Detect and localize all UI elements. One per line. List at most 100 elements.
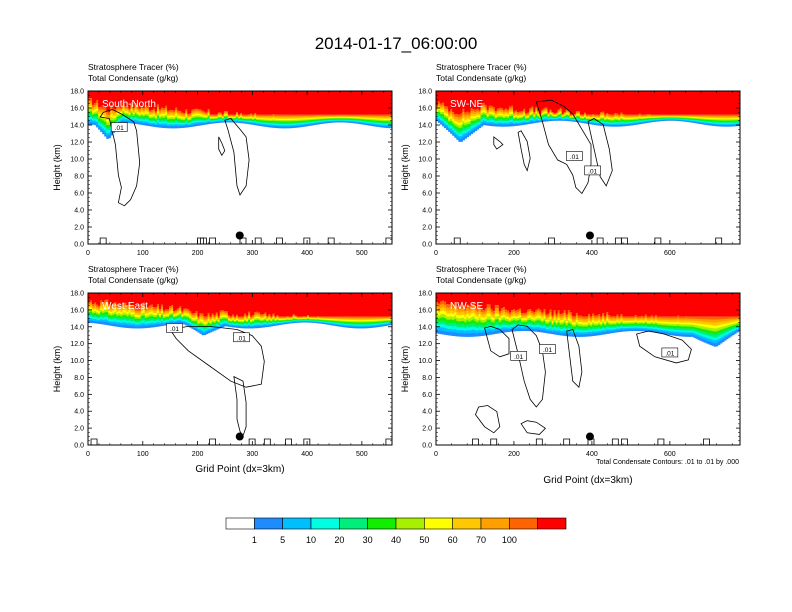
tracer-cell: [140, 120, 144, 124]
tracer-cell: [719, 120, 723, 123]
tracer-cell: [523, 116, 526, 119]
tracer-cell: [685, 119, 688, 121]
tracer-cell: [90, 98, 93, 102]
tracer-cell: [258, 124, 261, 126]
tracer-cell: [203, 323, 207, 327]
tracer-cell: [502, 91, 506, 110]
tracer-cell: [656, 117, 660, 119]
tracer-cell: [488, 119, 492, 122]
tracer-cell: [567, 114, 571, 117]
tracer-cell: [500, 124, 504, 127]
tracer-cell: [229, 115, 233, 117]
tracer-cell: [317, 317, 320, 319]
tracer-cell: [673, 117, 676, 118]
tracer-cell: [219, 320, 223, 323]
tracer-cell: [88, 114, 91, 118]
tracer-cell: [333, 318, 336, 320]
tracer-cell: [590, 115, 593, 118]
tracer-cell: [519, 119, 522, 122]
tracer-cell: [142, 293, 146, 303]
tracer-cell: [606, 114, 609, 117]
tracer-cell: [521, 116, 524, 119]
condensate-contour: [493, 136, 504, 150]
tracer-cell: [189, 119, 192, 122]
tracer-cell: [685, 115, 688, 117]
tracer-cell: [134, 113, 138, 116]
tracer-cell: [529, 112, 532, 115]
tracer-cell: [187, 293, 190, 310]
tracer-cell: [102, 304, 105, 307]
tracer-cell: [237, 322, 241, 324]
tracer-cell: [551, 113, 555, 115]
tracer-cell: [207, 110, 211, 113]
tracer-cell: [604, 120, 607, 122]
tracer-cell: [102, 125, 105, 129]
tracer-cell: [138, 110, 142, 113]
tracer-cell: [569, 116, 573, 118]
tracer-cell: [618, 118, 622, 120]
tracer-cell: [436, 105, 439, 108]
tracer-cell: [521, 117, 524, 120]
tracer-cell: [341, 114, 344, 116]
tracer-cell: [304, 119, 308, 121]
tracer-cell: [448, 127, 451, 130]
tracer-cell: [92, 311, 95, 314]
tracer-cell: [543, 91, 547, 108]
tracer-cell: [120, 116, 124, 119]
tracer-cell: [288, 321, 292, 323]
tracer-cell: [302, 318, 306, 320]
tracer-cell: [256, 324, 259, 327]
tracer-cell: [581, 117, 585, 120]
tracer-cell: [640, 119, 644, 122]
tracer-cell: [183, 123, 186, 125]
tracer-cell: [669, 115, 672, 117]
tracer-cell: [314, 319, 318, 321]
tracer-cell: [201, 91, 205, 111]
tracer-cell: [286, 126, 290, 129]
tracer-cell: [240, 293, 243, 317]
tracer-cell: [650, 121, 654, 123]
tracer-cell: [136, 322, 140, 325]
tracer-cell: [152, 324, 156, 328]
tracer-cell: [515, 123, 518, 126]
tracer-cell: [244, 316, 247, 319]
tracer-cell: [171, 117, 174, 120]
tracer-cell: [389, 116, 392, 118]
tracer-cell: [262, 117, 265, 119]
tracer-cell: [106, 135, 109, 139]
tracer-cell: [308, 318, 312, 320]
tracer-cell: [440, 107, 443, 111]
tracer-cell: [173, 319, 176, 322]
tracer-cell: [628, 120, 632, 122]
tracer-cell: [630, 119, 634, 122]
tracer-cell: [685, 120, 688, 122]
tracer-cell: [371, 118, 375, 120]
tracer-cell: [252, 119, 255, 121]
tracer-cell: [709, 118, 713, 121]
tracer-cell: [146, 321, 150, 324]
tracer-cell: [504, 112, 508, 115]
tracer-cell: [88, 314, 91, 317]
tracer-cell: [602, 112, 605, 115]
tracer-cell: [681, 117, 684, 119]
tracer-cell: [120, 107, 124, 110]
tracer-cell: [94, 109, 97, 113]
tracer-cell: [317, 322, 320, 324]
tracer-cell: [203, 111, 207, 114]
tracer-cell: [156, 113, 160, 117]
tracer-cell: [298, 117, 302, 119]
tracer-cell: [156, 308, 160, 312]
tracer-cell: [134, 320, 138, 323]
tracer-cell: [90, 103, 93, 107]
tracer-cell: [160, 319, 164, 322]
tracer-cell: [215, 315, 219, 318]
tracer-cell: [288, 319, 292, 321]
tracer-cell: [162, 320, 166, 323]
tracer-cell: [296, 114, 300, 117]
tracer-cell: [296, 124, 300, 127]
tracer-cell: [628, 114, 632, 117]
tracer-cell: [519, 114, 522, 116]
tracer-cell: [148, 325, 152, 328]
tracer-cell: [325, 319, 328, 321]
tracer-cell: [229, 116, 233, 118]
